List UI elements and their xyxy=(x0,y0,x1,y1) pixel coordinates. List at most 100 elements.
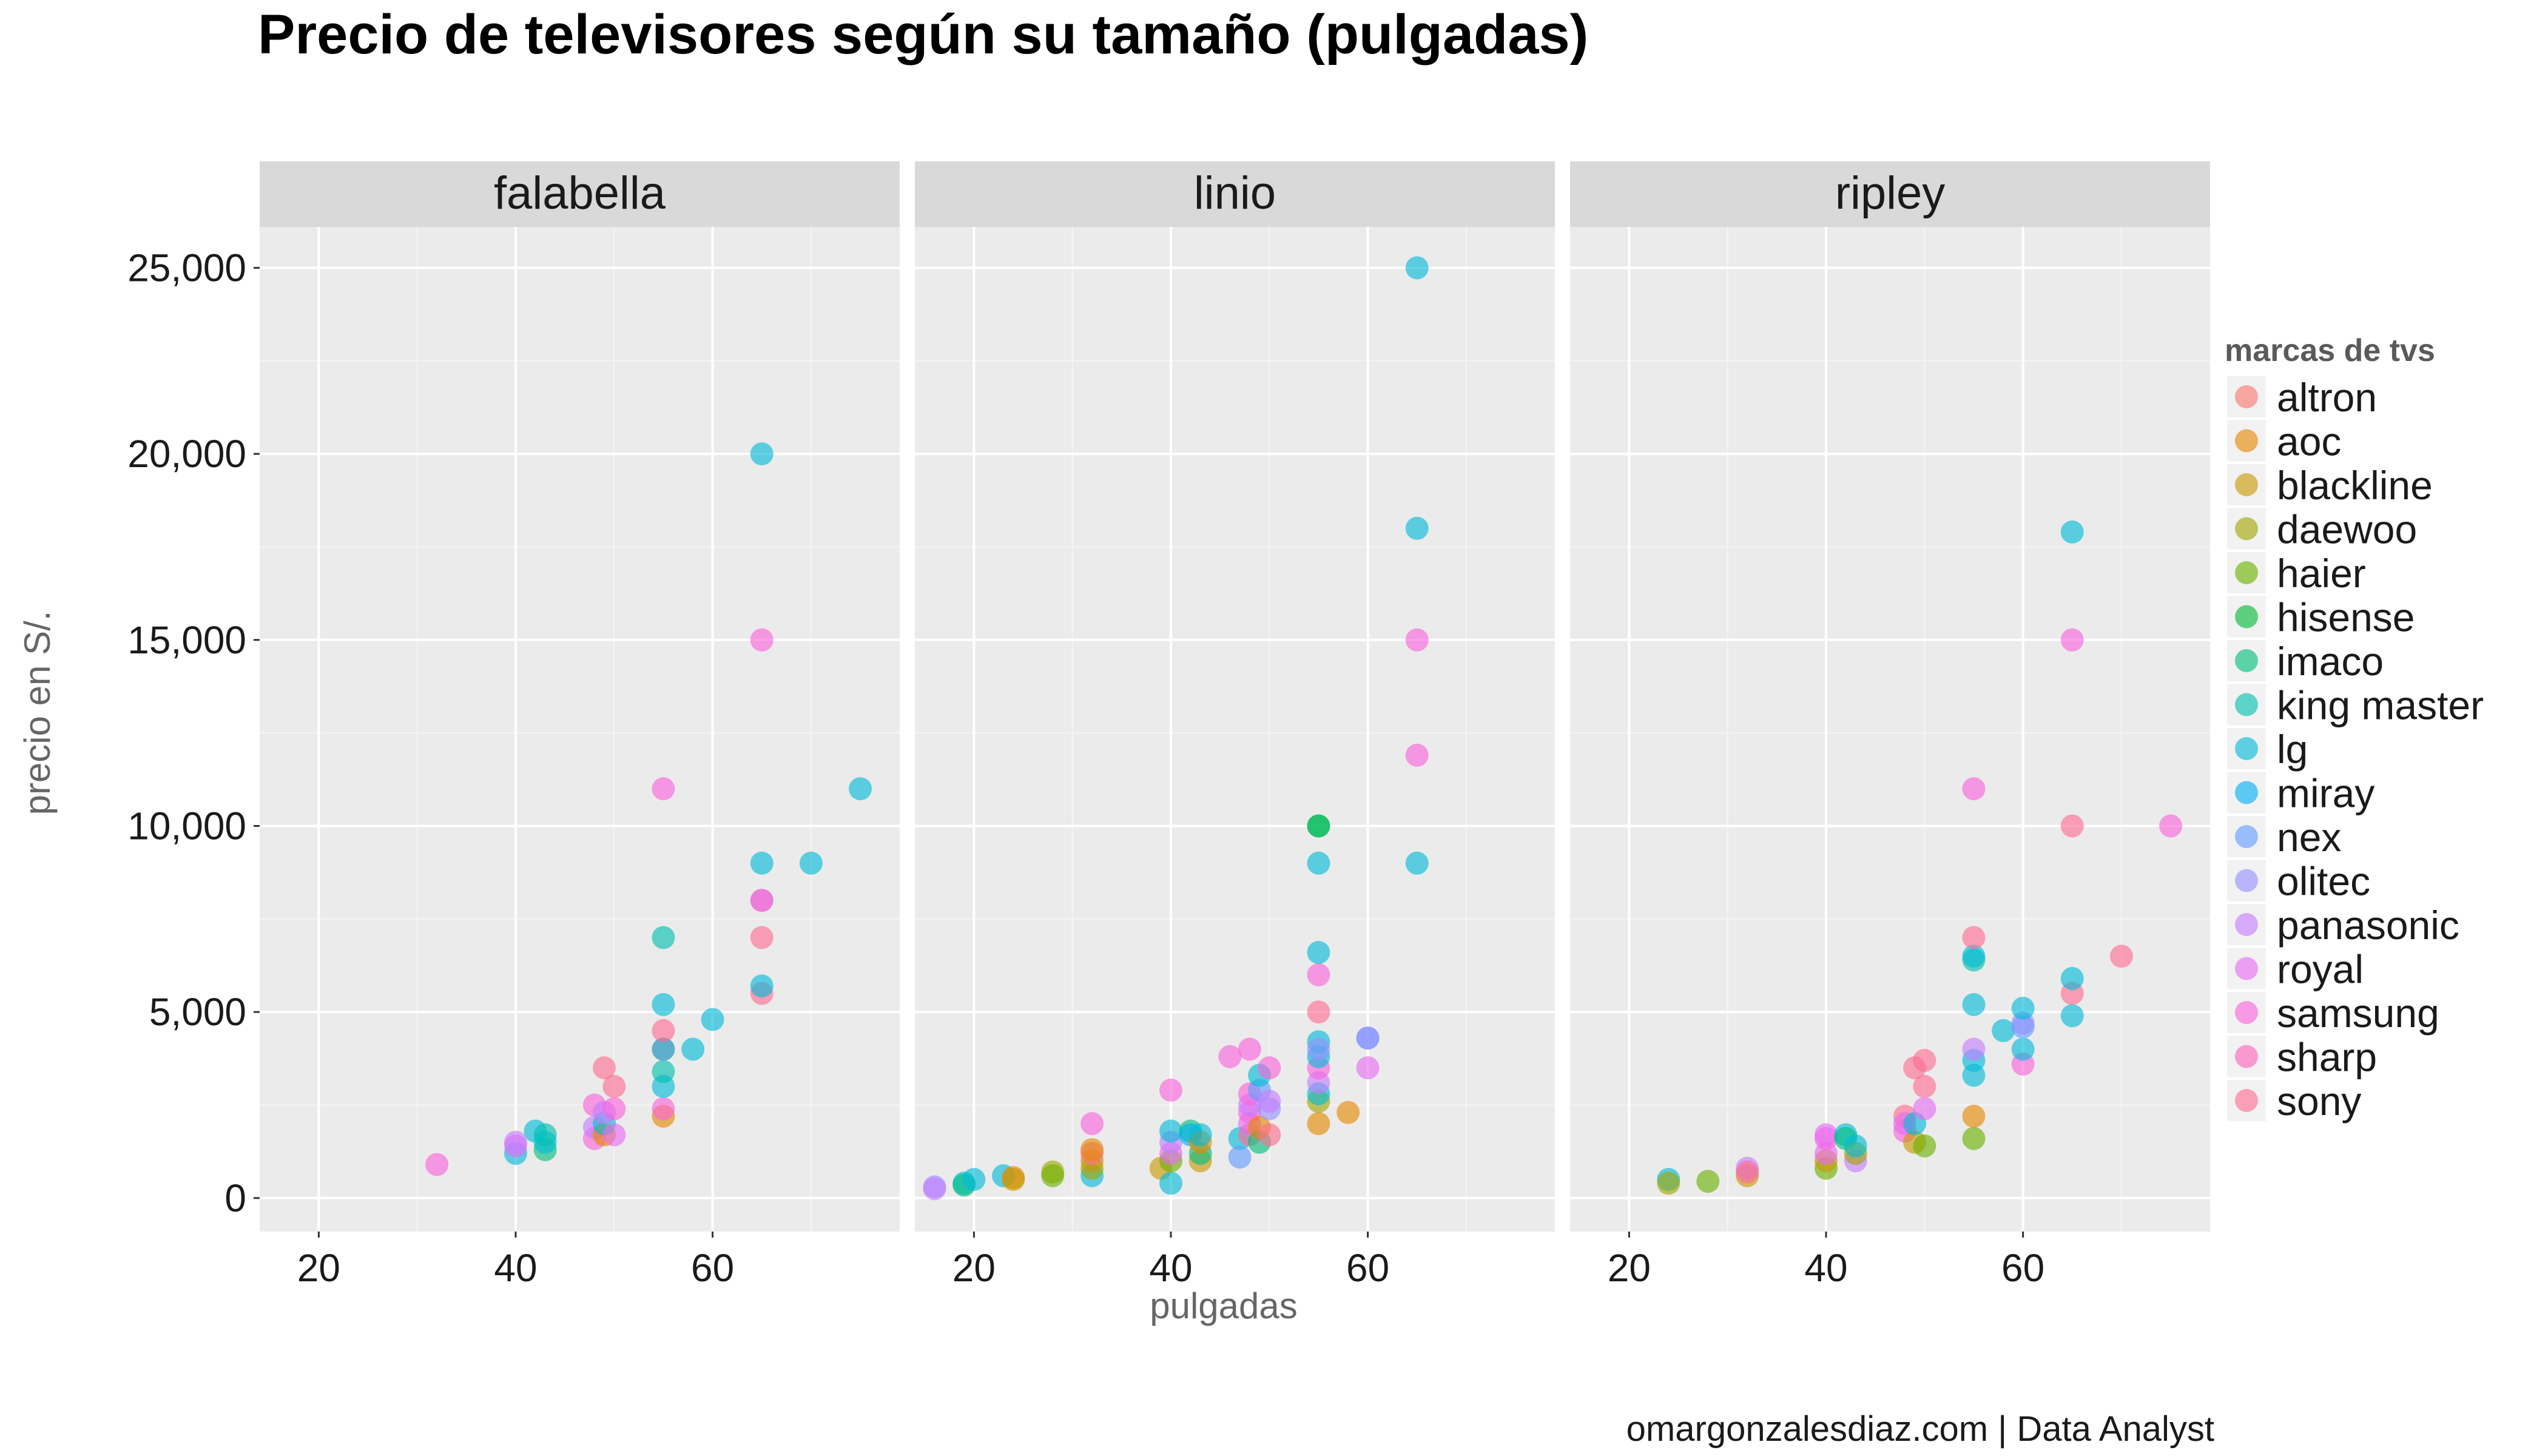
data-point-royal xyxy=(750,889,774,912)
legend-label: blackline xyxy=(2277,463,2433,508)
x-tick-label: 60 xyxy=(1346,1246,1389,1290)
data-point-samsung xyxy=(1405,743,1429,767)
data-point-royal xyxy=(1913,1097,1936,1121)
facet-strip xyxy=(915,161,1555,227)
legend-label: miray xyxy=(2277,771,2374,816)
y-tick-label: 0 xyxy=(224,1176,246,1220)
data-point-olitec xyxy=(1356,1026,1380,1050)
data-point-lg xyxy=(1962,993,1986,1016)
data-point-sony xyxy=(1962,926,1986,949)
legend-label: lg xyxy=(2277,727,2308,772)
data-point-lg xyxy=(1307,941,1330,964)
legend-key xyxy=(2235,605,2258,629)
x-axis-title: pulgadas xyxy=(1150,1286,1298,1326)
data-point-royal xyxy=(1815,1123,1838,1147)
data-point-panasonic xyxy=(1962,1037,1986,1061)
legend-key xyxy=(2235,825,2258,848)
y-tick-label: 5,000 xyxy=(149,990,246,1034)
panel-background xyxy=(1570,227,2210,1232)
data-point-haier xyxy=(1962,1127,1986,1150)
data-point-sony xyxy=(652,1019,675,1042)
data-point-king-master xyxy=(533,1123,557,1147)
data-point-sony xyxy=(593,1056,616,1080)
data-point-panasonic xyxy=(504,1130,527,1154)
data-point-aoc xyxy=(1962,1104,1986,1128)
legend-item-olitec: olitec xyxy=(2227,859,2370,904)
data-point-lg xyxy=(701,1008,724,1031)
facet-panels: falabella 20 40 60 linio 20 40 60 ripley 20 40 60 xyxy=(260,161,2210,1290)
data-point-lg xyxy=(1962,945,1986,968)
legend-label: haier xyxy=(2277,551,2366,596)
data-point-sony xyxy=(2060,814,2084,838)
data-point-aoc xyxy=(1336,1100,1360,1124)
legend-label: olitec xyxy=(2277,859,2370,904)
data-point-lg xyxy=(849,777,872,801)
legend-key xyxy=(2235,1001,2258,1024)
legend-label: sony xyxy=(2277,1079,2361,1124)
data-point-panasonic xyxy=(1258,1090,1281,1113)
data-point-sony xyxy=(1258,1123,1281,1147)
data-point-lg xyxy=(1405,851,1429,875)
data-point-lg xyxy=(1844,1134,1867,1158)
legend-item-lg: lg xyxy=(2227,727,2308,772)
panel-background xyxy=(915,227,1555,1232)
legend-key xyxy=(2235,913,2258,936)
legend-title: marcas de tvs xyxy=(2225,333,2435,368)
legend-label: altron xyxy=(2277,375,2377,420)
data-point-samsung xyxy=(1080,1112,1104,1136)
data-point-panasonic xyxy=(923,1177,946,1201)
data-point-royal xyxy=(1356,1056,1380,1080)
x-tick-label: 40 xyxy=(1804,1246,1847,1290)
x-tick-label: 40 xyxy=(494,1246,537,1290)
legend-key xyxy=(2235,693,2258,716)
data-point-lg xyxy=(2060,966,2084,990)
data-point-lg xyxy=(1405,516,1429,540)
data-point-lg xyxy=(962,1168,986,1191)
data-point-sony xyxy=(1913,1048,1936,1072)
data-point-haier xyxy=(1913,1134,1936,1158)
data-point-samsung xyxy=(1962,777,1986,801)
legend-item-aoc: aoc xyxy=(2227,419,2341,464)
data-point-sony xyxy=(1913,1074,1936,1098)
legend-key xyxy=(2235,473,2258,496)
facet-strip xyxy=(1570,161,2210,227)
legend-item-samsung: samsung xyxy=(2227,991,2439,1036)
data-point-sony xyxy=(2109,945,2133,968)
data-point-nex xyxy=(1228,1145,1252,1169)
data-point-lg xyxy=(652,993,675,1016)
legend-key xyxy=(2235,1089,2258,1112)
x-tick-label: 60 xyxy=(691,1246,734,1290)
data-point-hisense xyxy=(1307,814,1330,838)
data-point-lg xyxy=(1159,1171,1182,1195)
data-point-haier xyxy=(1041,1164,1065,1187)
data-point-samsung xyxy=(1405,628,1429,652)
legend-label: royal xyxy=(2277,947,2364,992)
legend-item-king-master: king master xyxy=(2227,683,2484,728)
data-point-samsung xyxy=(1159,1078,1182,1102)
legend-key xyxy=(2235,517,2258,541)
chart-title: Precio de televisores según su tamaño (p… xyxy=(258,4,1588,66)
legend-item-panasonic: panasonic xyxy=(2227,903,2459,948)
data-point-sony xyxy=(1307,1000,1330,1024)
data-point-haier xyxy=(1696,1170,1720,1193)
data-point-olitec xyxy=(1307,1037,1330,1061)
panel-linio: linio 20 40 60 xyxy=(915,161,1555,1290)
data-point-aoc xyxy=(1080,1138,1104,1162)
legend-key xyxy=(2235,737,2258,760)
legend-key xyxy=(2235,869,2258,892)
data-point-aoc xyxy=(1307,1112,1330,1136)
data-point-lg xyxy=(1992,1019,2015,1042)
data-point-samsung xyxy=(2060,628,2084,652)
legend-label: panasonic xyxy=(2277,903,2459,948)
data-point-lg xyxy=(652,1037,675,1061)
data-point-lg xyxy=(2011,997,2035,1020)
y-axis-title: precio en S/. xyxy=(17,611,58,815)
data-point-lg xyxy=(1307,851,1330,875)
legend-key xyxy=(2235,1045,2258,1068)
legend-label: samsung xyxy=(2277,991,2439,1036)
data-point-lg xyxy=(750,974,774,998)
data-point-sony xyxy=(602,1074,626,1098)
facet-strip-label: ripley xyxy=(1835,167,1946,219)
y-tick-label: 25,000 xyxy=(127,246,246,289)
legend-item-imaco: imaco xyxy=(2227,639,2384,684)
